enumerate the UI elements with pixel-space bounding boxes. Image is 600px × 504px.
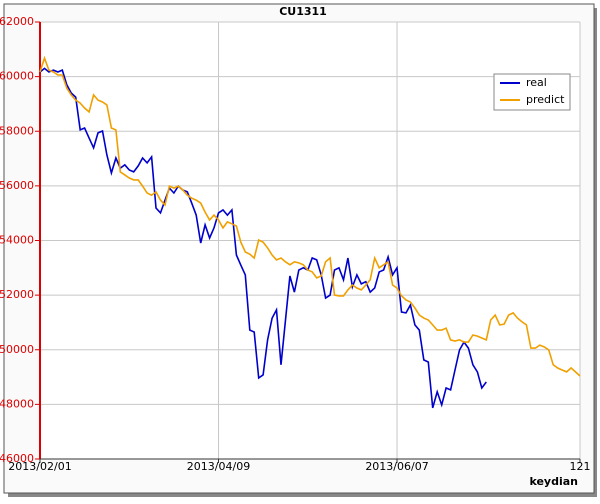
legend-box — [493, 73, 571, 111]
legend: real predict — [493, 73, 571, 111]
y-tick-label: 46000 — [0, 452, 34, 465]
x-tick-label: 2013/04/09 — [187, 460, 250, 473]
y-tick-label: 50000 — [0, 343, 34, 356]
x-tick-label: 121 — [570, 460, 591, 473]
y-tick-label: 58000 — [0, 124, 34, 137]
chart-title: CU1311 — [279, 5, 327, 18]
series-line — [39, 55, 581, 377]
x-tick-label: 2013/02/01 — [8, 460, 71, 473]
legend-label: predict — [526, 93, 565, 106]
y-tick-label: 56000 — [0, 179, 34, 192]
x-tick-label: 2013/06/07 — [365, 460, 428, 473]
series-line — [39, 67, 487, 409]
x-axis-label: keydian — [529, 475, 578, 488]
y-tick-label: 48000 — [0, 397, 34, 410]
y-tick-label: 60000 — [0, 70, 34, 83]
legend-label: real — [526, 76, 547, 89]
y-tick-label: 62000 — [0, 15, 34, 28]
y-tick-label: 52000 — [0, 288, 34, 301]
y-tick-label: 54000 — [0, 234, 34, 247]
